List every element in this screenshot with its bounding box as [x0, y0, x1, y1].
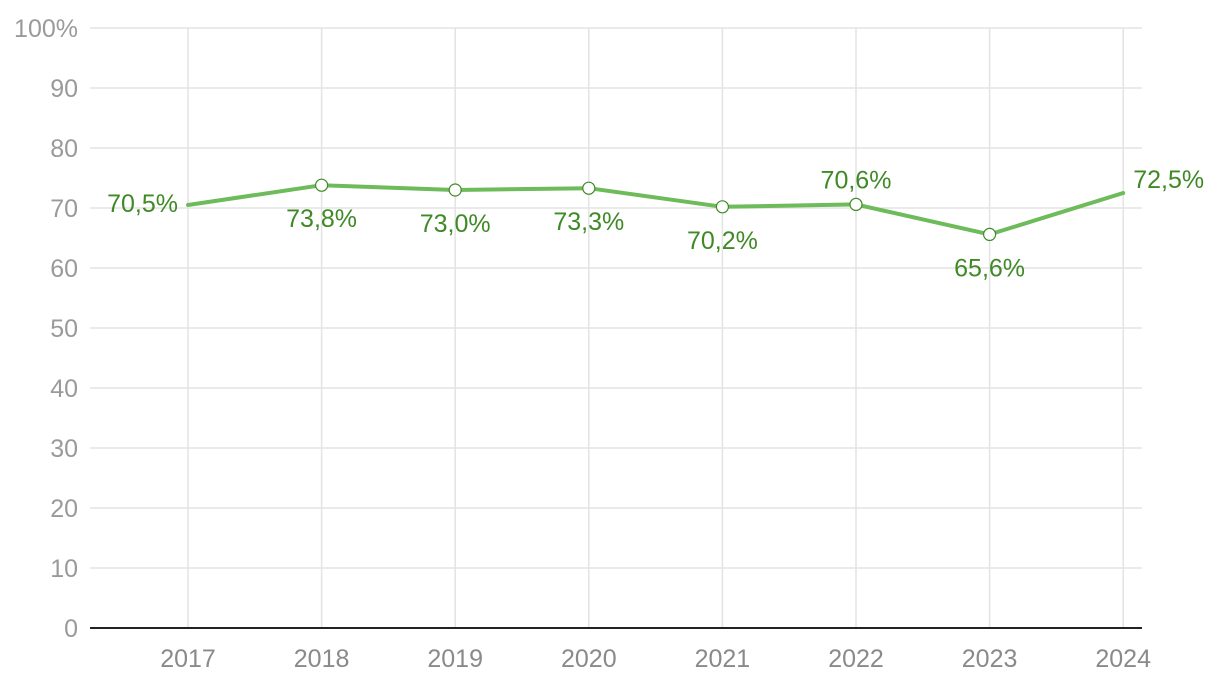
data-point-marker: [982, 227, 997, 241]
y-tick-label: 80: [50, 135, 78, 163]
series-layer: [186, 178, 1126, 241]
y-tick-label: 100%: [14, 15, 78, 43]
data-point-marker: [448, 183, 462, 197]
y-tick-label: 60: [50, 255, 78, 283]
data-label: 70,5%: [107, 190, 178, 218]
y-tick-label: 10: [50, 555, 78, 583]
x-tick-label: 2018: [294, 645, 350, 673]
x-tick-label: 2021: [695, 645, 751, 673]
data-label: 73,0%: [420, 210, 491, 238]
series-line: [186, 183, 1126, 237]
label-layer: 70,5% 73,8% 73,0% 73,3% 70,2% 70,6% 65,6% 72,5%: [107, 166, 1204, 282]
data-label: 65,6%: [954, 254, 1025, 282]
x-tick-label: 2022: [828, 645, 884, 673]
data-label: 72,5%: [1133, 166, 1204, 194]
x-tick-label: 2019: [427, 645, 483, 673]
y-tick-label: 40: [50, 375, 78, 403]
y-tick-label: 30: [50, 435, 78, 463]
x-tick-label: 2017: [160, 645, 216, 673]
x-tick-label: 2024: [1095, 645, 1151, 673]
data-label: 73,3%: [553, 208, 624, 236]
data-label: 73,8%: [286, 205, 357, 233]
data-point-marker: [582, 181, 596, 195]
data-point-marker: [849, 197, 863, 211]
y-tick-label: 50: [50, 315, 78, 343]
grid-layer: [90, 27, 1142, 628]
data-label: 70,2%: [687, 227, 758, 255]
axis-layer: 0 10 20 30 40 50 60 70 80 90 100% 2017 2018 2019 2020 2…: [14, 15, 1151, 673]
y-tick-label: 0: [64, 615, 78, 643]
x-tick-label: 2020: [561, 645, 617, 673]
y-tick-label: 20: [50, 495, 78, 523]
data-point-marker: [715, 200, 730, 214]
x-tick-label: 2023: [962, 645, 1018, 673]
data-label: 70,6%: [821, 166, 892, 194]
y-tick-label: 90: [50, 75, 78, 103]
y-tick-label: 70: [50, 195, 78, 223]
data-point-marker: [315, 178, 329, 192]
